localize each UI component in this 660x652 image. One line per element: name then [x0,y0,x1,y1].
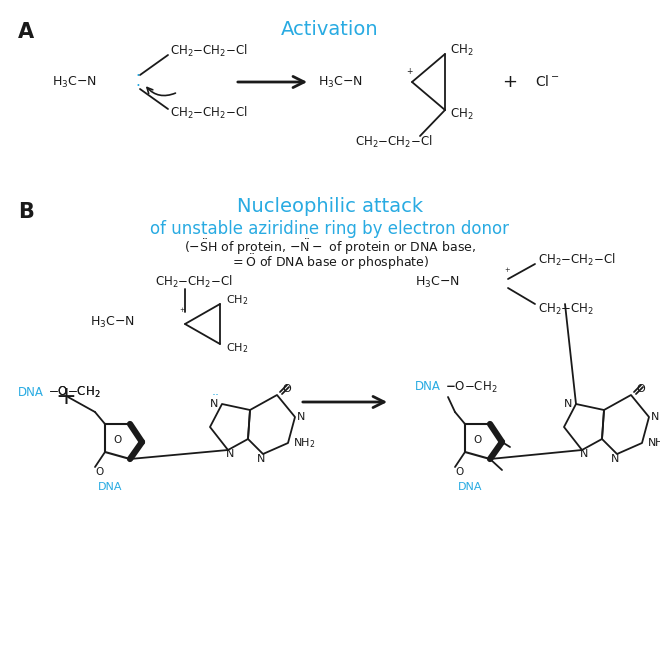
Text: NH$_2$: NH$_2$ [293,436,315,450]
Text: DNA: DNA [98,482,123,492]
Text: Cl$^-$: Cl$^-$ [535,74,560,89]
Text: CH$_2$$-$CH$_2$$-$Cl: CH$_2$$-$CH$_2$$-$Cl [355,134,432,150]
Text: NH$_2$: NH$_2$ [647,436,660,450]
Text: O: O [636,384,645,394]
Text: ·: · [135,68,141,83]
Text: of unstable aziridine ring by electron donor: of unstable aziridine ring by electron d… [150,220,510,238]
Text: $=\mathregular{\ddot{O}}$ of DNA base or phosphate): $=\mathregular{\ddot{O}}$ of DNA base or… [230,252,430,272]
Text: $-$O$-$CH$_2$: $-$O$-$CH$_2$ [48,385,100,400]
Text: $+$: $+$ [502,73,517,91]
Text: N: N [226,449,234,459]
Text: N: N [651,412,659,422]
Text: DNA: DNA [458,482,482,492]
Text: CH$_2$$-$CH$_2$: CH$_2$$-$CH$_2$ [538,301,594,317]
Text: CH$_2$: CH$_2$ [226,293,248,307]
Text: CH$_2$: CH$_2$ [450,106,474,121]
Text: N: N [580,449,588,459]
Text: O: O [96,467,104,477]
Text: N: N [210,399,218,409]
Text: $^+$: $^+$ [503,267,512,277]
Text: DNA: DNA [415,381,441,394]
Text: ($-\mathregular{\ddot{S}}$H of protein, $-\mathregular{\ddot{N}}-$ of protein or: ($-\mathregular{\ddot{S}}$H of protein, … [184,237,476,257]
Text: H$_3$C$-$N: H$_3$C$-$N [318,74,363,89]
Text: Activation: Activation [281,20,379,39]
Text: N: N [297,412,305,422]
Text: B: B [18,202,34,222]
Text: $^+$: $^+$ [178,307,186,317]
Text: DNA: DNA [18,385,44,398]
Text: N: N [610,454,619,464]
Text: O: O [456,467,464,477]
Text: A: A [18,22,34,42]
Text: $^+$: $^+$ [405,67,414,77]
Text: O: O [114,435,122,445]
Text: ·: · [135,78,141,93]
FancyArrowPatch shape [147,87,176,96]
Text: CH$_2$$-$CH$_2$$-$Cl: CH$_2$$-$CH$_2$$-$Cl [538,252,616,268]
Text: O: O [282,384,291,394]
Text: CH$_2$: CH$_2$ [226,341,248,355]
Text: H$_3$C$-$N: H$_3$C$-$N [90,314,135,329]
Text: CH$_2$$-$CH$_2$$-$Cl: CH$_2$$-$CH$_2$$-$Cl [170,43,248,59]
Text: $+$: $+$ [55,385,75,409]
Text: H$_3$C$-$N: H$_3$C$-$N [52,74,97,89]
Text: CH$_2$: CH$_2$ [450,42,474,57]
Text: Nucleophilic attack: Nucleophilic attack [237,197,423,216]
Text: CH$_2$$-$CH$_2$$-$Cl: CH$_2$$-$CH$_2$$-$Cl [170,105,248,121]
Text: $-$O$-$CH$_2$: $-$O$-$CH$_2$ [48,385,100,400]
Text: N: N [257,454,265,464]
Text: $\mathbf{-}$O$-$CH$_2$: $\mathbf{-}$O$-$CH$_2$ [445,379,498,394]
Text: O: O [473,435,481,445]
Text: ··: ·· [212,389,220,402]
Text: CH$_2$$-$CH$_2$$-$Cl: CH$_2$$-$CH$_2$$-$Cl [155,274,232,290]
Text: N: N [564,399,572,409]
Text: H$_3$C$-$N: H$_3$C$-$N [415,274,460,289]
